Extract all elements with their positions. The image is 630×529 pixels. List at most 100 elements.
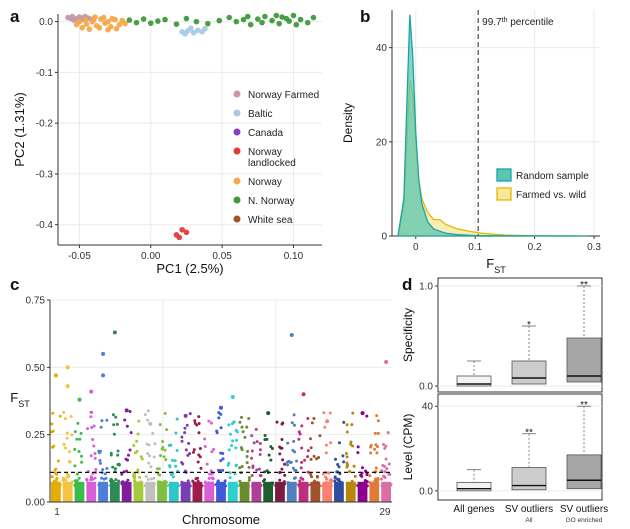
fst-point bbox=[292, 439, 296, 443]
chromosome-block bbox=[133, 481, 144, 502]
fst-point bbox=[79, 431, 83, 435]
fst-point bbox=[93, 476, 97, 480]
fst-point bbox=[254, 482, 258, 486]
fst-point bbox=[197, 431, 201, 435]
x-tick-label: 0.1 bbox=[468, 242, 482, 253]
fst-point bbox=[183, 431, 187, 435]
scatter-point bbox=[273, 12, 280, 19]
fst-point bbox=[203, 480, 207, 484]
fst-point bbox=[168, 464, 172, 468]
fst-point bbox=[381, 442, 385, 446]
fst-point bbox=[162, 455, 166, 459]
chromosome-block bbox=[381, 481, 391, 502]
fst-point bbox=[321, 472, 325, 476]
category-label: All genes bbox=[453, 504, 494, 515]
fst-point bbox=[100, 476, 104, 480]
fst-point bbox=[185, 423, 189, 427]
fst-point bbox=[368, 474, 372, 478]
fst-point bbox=[73, 464, 77, 468]
scatter-point bbox=[240, 16, 247, 23]
chromosome-block bbox=[322, 481, 333, 502]
y-tick-label: 0.0 bbox=[39, 17, 53, 28]
fst-point bbox=[385, 467, 389, 471]
fst-point bbox=[128, 409, 132, 413]
legend-marker bbox=[233, 215, 241, 223]
panel-label-d: d bbox=[402, 275, 412, 294]
fst-point bbox=[219, 483, 223, 487]
scatter-point bbox=[86, 26, 93, 33]
chromosome-block bbox=[62, 481, 73, 502]
fst-point bbox=[126, 478, 130, 482]
fst-point bbox=[175, 417, 179, 421]
fst-point bbox=[112, 423, 116, 427]
fst-point bbox=[263, 438, 267, 442]
fst-point bbox=[250, 474, 254, 478]
fst-point bbox=[267, 453, 271, 457]
fst-point bbox=[205, 462, 209, 466]
fst-point bbox=[169, 472, 173, 476]
fst-point bbox=[108, 479, 112, 483]
fst-point bbox=[117, 479, 121, 483]
fst-point bbox=[77, 484, 81, 488]
fst-point bbox=[283, 462, 287, 466]
fst-point bbox=[219, 459, 223, 463]
fst-point bbox=[241, 430, 245, 434]
fst-point bbox=[77, 476, 81, 480]
fst-point bbox=[297, 437, 301, 441]
fst-point bbox=[383, 446, 387, 450]
scatter-point bbox=[262, 13, 268, 20]
fst-point bbox=[216, 480, 220, 484]
scatter-point bbox=[286, 18, 292, 24]
scatter-point bbox=[290, 12, 297, 19]
fst-peak-point bbox=[266, 411, 271, 416]
threshold-label-sup: th bbox=[502, 17, 508, 24]
fst-point bbox=[138, 475, 142, 479]
fst-point bbox=[51, 429, 55, 433]
fst-point bbox=[379, 477, 383, 481]
fst-point bbox=[54, 472, 58, 476]
fst-point bbox=[110, 482, 114, 486]
fst-point bbox=[132, 474, 136, 478]
panel-b: b 0 0.1 0.2 0.3 0 20 40 99.7th percentile Density… bbox=[341, 7, 601, 275]
fst-point bbox=[226, 463, 230, 467]
significance-marker: ** bbox=[525, 428, 533, 439]
fst-point bbox=[388, 484, 392, 488]
scatter-point bbox=[247, 21, 254, 28]
fst-point bbox=[212, 447, 216, 451]
fst-point bbox=[185, 484, 189, 488]
fst-point bbox=[375, 414, 379, 418]
fst-point bbox=[336, 463, 340, 467]
fst-point bbox=[251, 482, 255, 486]
fst-point bbox=[380, 469, 384, 473]
fst-point bbox=[159, 454, 163, 458]
fst-point bbox=[292, 413, 296, 417]
fst-point bbox=[161, 481, 165, 485]
fst-point bbox=[235, 463, 239, 467]
fst-point bbox=[173, 459, 177, 463]
fst-point bbox=[228, 476, 232, 480]
fst-point bbox=[363, 478, 367, 482]
y-axis-label: FST bbox=[10, 390, 30, 409]
fst-point bbox=[309, 446, 313, 450]
fst-peak-point bbox=[89, 389, 94, 394]
fst-point bbox=[91, 477, 95, 481]
fst-point bbox=[231, 439, 235, 443]
fst-point bbox=[368, 480, 372, 484]
chromosome-block bbox=[74, 481, 85, 502]
fst-point bbox=[328, 411, 332, 415]
fst-point bbox=[313, 479, 317, 483]
fst-point bbox=[322, 411, 326, 415]
panel-c: c 0.00 0.25 0.50 0.75 1 29 Chromosome FST bbox=[10, 275, 393, 527]
fst-point bbox=[146, 409, 150, 413]
fst-point bbox=[168, 484, 172, 488]
scatter-point bbox=[279, 14, 285, 20]
category-label: SV outliers bbox=[505, 504, 553, 515]
legend-label: Farmed vs. wild bbox=[516, 190, 586, 201]
fst-point bbox=[111, 479, 115, 483]
fst-point bbox=[333, 479, 337, 483]
fst-point bbox=[111, 465, 115, 469]
chromosome-block bbox=[204, 481, 215, 502]
density-curve bbox=[397, 14, 589, 237]
fst-point bbox=[62, 410, 66, 414]
